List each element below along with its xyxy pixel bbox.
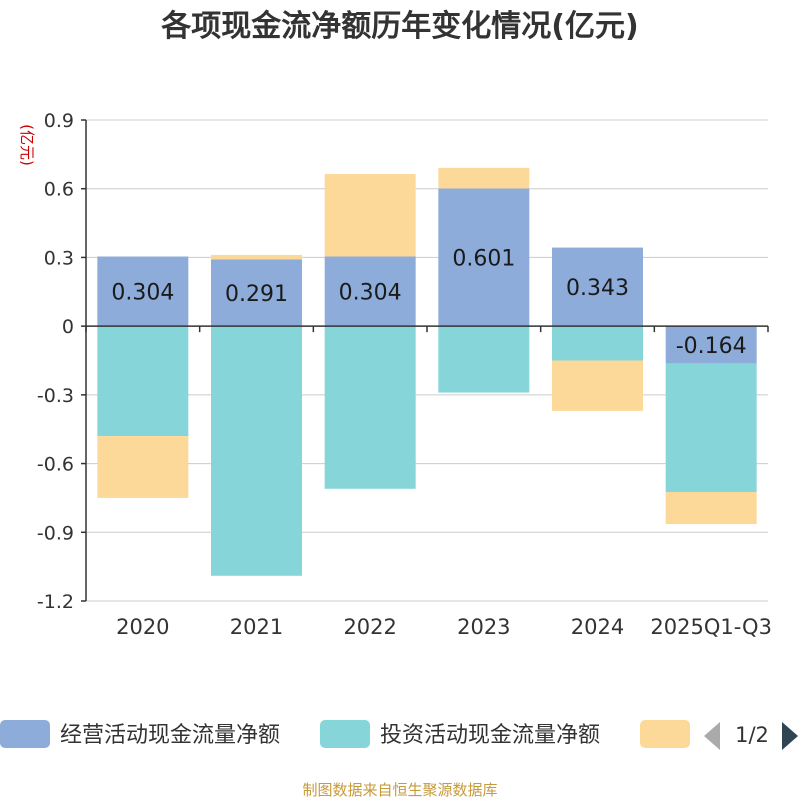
bar-segment bbox=[552, 326, 643, 361]
y-axis-unit: (亿元) bbox=[18, 124, 36, 166]
chart-title: 各项现金流净额历年变化情况(亿元) bbox=[160, 9, 638, 44]
y-tick-label: -1.2 bbox=[37, 591, 74, 613]
x-tick-label: 2020 bbox=[116, 615, 169, 639]
data-label: 0.304 bbox=[111, 280, 174, 305]
axes: 0.9 0.6 0.3 0 -0.3 -0.6 -0.9 -1.2 2020 2021 2022 20… bbox=[37, 110, 772, 639]
bar-segment bbox=[665, 363, 757, 492]
data-label: -0.164 bbox=[676, 334, 747, 359]
bar-segment bbox=[324, 256, 416, 327]
bar-segment bbox=[665, 491, 757, 525]
legend: 经营活动现金流量净额 投资活动现金流量净额 1/2 bbox=[0, 720, 798, 750]
legend-page-indicator: 1/2 bbox=[735, 723, 769, 747]
bar-segment bbox=[438, 167, 530, 189]
bar-segment bbox=[438, 326, 530, 393]
data-label: 0.304 bbox=[339, 280, 402, 305]
legend-swatch[interactable] bbox=[0, 720, 50, 748]
x-tick-label: 2023 bbox=[457, 615, 510, 639]
bar-segment bbox=[97, 326, 189, 437]
legend-swatch[interactable] bbox=[640, 720, 690, 748]
data-label: 0.601 bbox=[452, 246, 515, 271]
bar-segment bbox=[665, 326, 757, 364]
y-tick-label: -0.9 bbox=[37, 522, 74, 544]
y-tick-label: 0.6 bbox=[44, 179, 74, 201]
bar-segment bbox=[324, 174, 416, 257]
bar-segment bbox=[552, 360, 643, 411]
bar-segment bbox=[97, 256, 189, 327]
bar-segment bbox=[211, 326, 302, 576]
data-labels: 0.304 0.291 0.304 0.601 0.343 -0.164 bbox=[111, 246, 746, 359]
y-tick-label: 0.9 bbox=[44, 110, 74, 132]
data-label: 0.343 bbox=[566, 276, 629, 301]
bar-segment bbox=[438, 188, 530, 327]
bar-segment bbox=[97, 436, 189, 498]
gridlines bbox=[86, 119, 768, 602]
y-tick-label: -0.3 bbox=[37, 385, 74, 407]
x-tick-label: 2021 bbox=[230, 615, 283, 639]
legend-swatch[interactable] bbox=[320, 720, 370, 748]
bar-segment bbox=[552, 247, 643, 327]
legend-prev-page-icon[interactable] bbox=[704, 722, 720, 750]
data-label: 0.291 bbox=[225, 282, 288, 307]
bar-segment bbox=[211, 259, 302, 327]
bar-segment bbox=[211, 254, 302, 260]
x-tick-label: 2022 bbox=[343, 615, 396, 639]
bar-segment bbox=[324, 326, 416, 489]
legend-next-page-icon[interactable] bbox=[782, 722, 798, 750]
y-tick-label: 0 bbox=[62, 316, 74, 338]
legend-label[interactable]: 经营活动现金流量净额 bbox=[60, 723, 280, 748]
bars bbox=[97, 167, 757, 576]
legend-label[interactable]: 投资活动现金流量净额 bbox=[380, 723, 600, 748]
x-tick-label: 2024 bbox=[571, 615, 624, 639]
y-tick-label: 0.3 bbox=[44, 247, 74, 269]
x-tick-label: 2025Q1-Q3 bbox=[650, 615, 772, 639]
source-note: 制图数据来自恒生聚源数据库 bbox=[302, 781, 497, 799]
y-tick-label: -0.6 bbox=[37, 454, 74, 476]
